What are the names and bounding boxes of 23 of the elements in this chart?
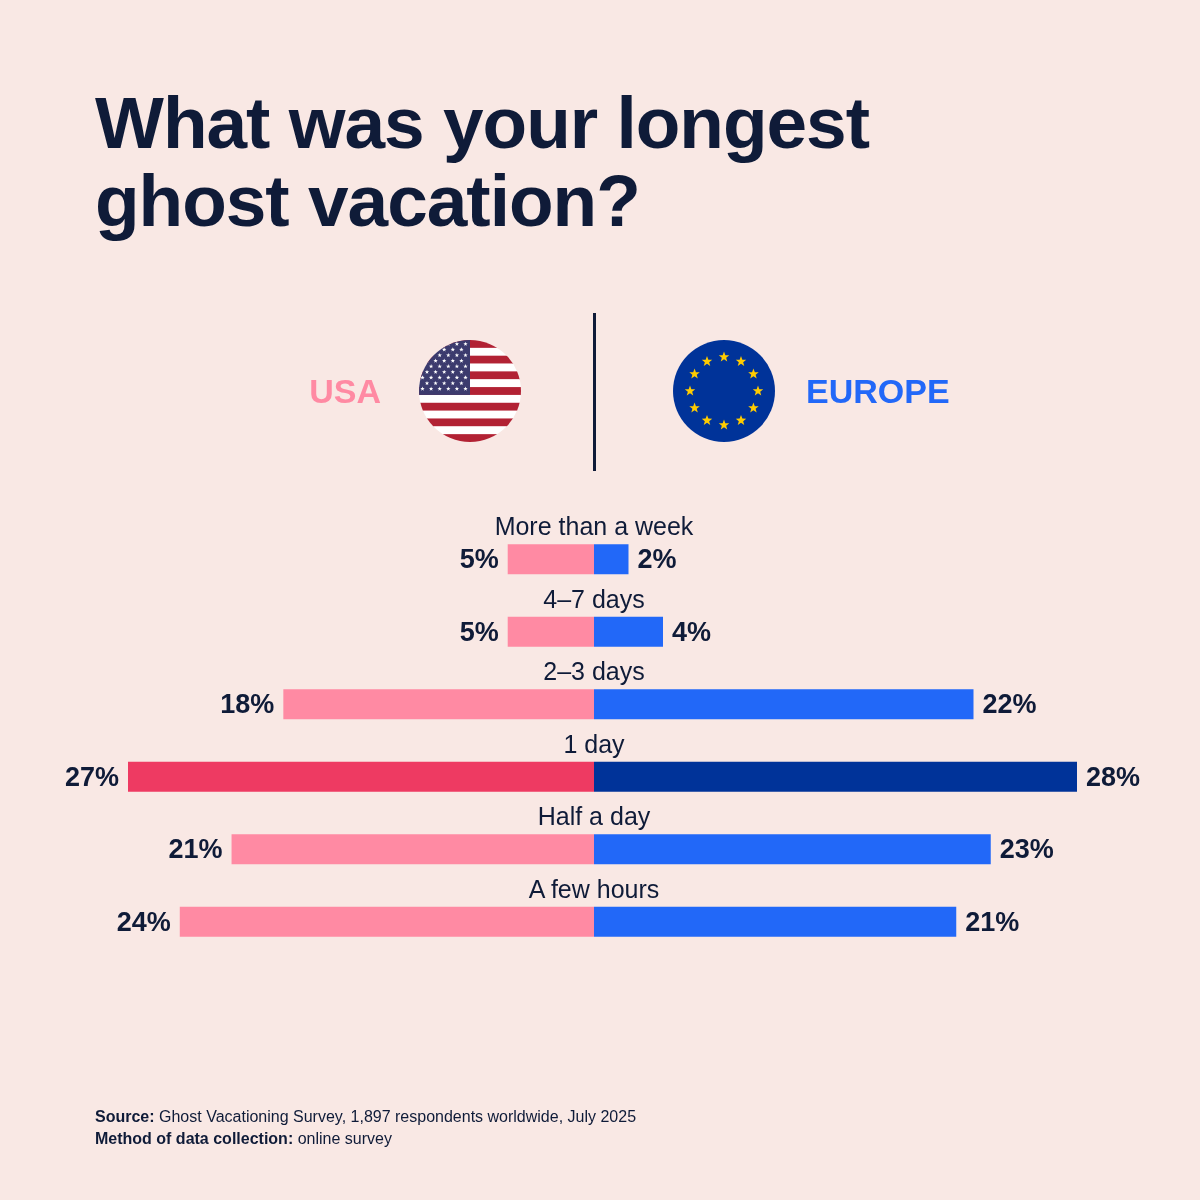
y-tick-label: A few hours bbox=[528, 874, 660, 903]
data-label: 28% bbox=[1086, 761, 1141, 792]
data-label: 5% bbox=[459, 616, 499, 647]
text: Method of data collection: online survey bbox=[95, 1129, 393, 1149]
y-tick-label: 1 day bbox=[563, 729, 626, 758]
y-tick-label: 4–7 days bbox=[543, 584, 645, 613]
data-label: 2% bbox=[637, 544, 677, 575]
data-label: 5% bbox=[459, 544, 499, 575]
data-label: 18% bbox=[220, 689, 275, 720]
text: EUROPE bbox=[806, 371, 950, 411]
data-label: 27% bbox=[64, 761, 119, 792]
data-label: 23% bbox=[999, 834, 1054, 865]
y-tick-label: Half a day bbox=[537, 802, 651, 831]
chart-title: What was your longest ghost vacation? bbox=[95, 82, 871, 241]
data-label: 22% bbox=[982, 689, 1037, 720]
data-label: 21% bbox=[965, 906, 1020, 937]
y-tick-label: More than a week bbox=[494, 512, 694, 541]
y-tick-label: 2–3 days bbox=[543, 657, 645, 686]
data-label: 4% bbox=[672, 616, 712, 647]
data-label: 24% bbox=[116, 906, 171, 937]
text: USA bbox=[309, 371, 381, 411]
source-note: Source: Ghost Vacationing Survey, 1,897 respondents worldwide, July 2025 bbox=[95, 1107, 637, 1127]
data-label: 21% bbox=[168, 834, 223, 865]
